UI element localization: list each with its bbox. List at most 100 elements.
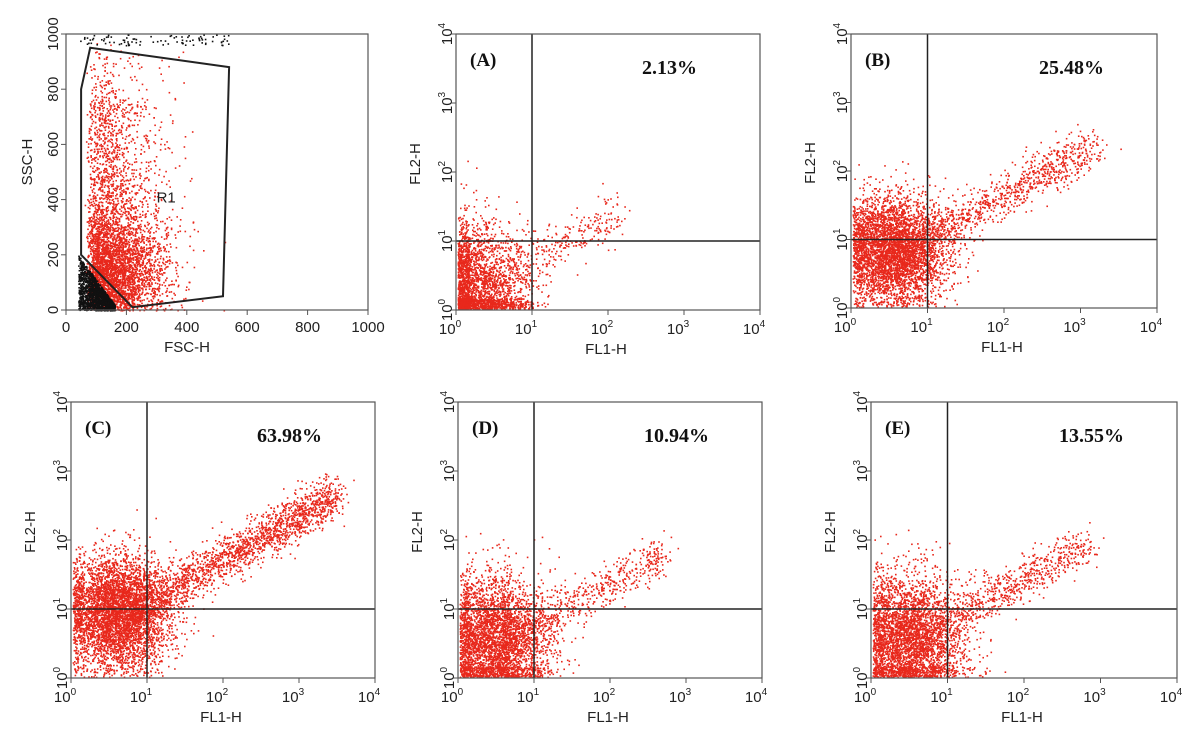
data-point bbox=[153, 298, 155, 300]
data-point bbox=[123, 157, 125, 159]
data-point bbox=[97, 151, 99, 153]
data-point bbox=[88, 200, 90, 202]
data-point bbox=[114, 108, 116, 110]
data-point bbox=[147, 224, 149, 226]
data-point bbox=[104, 155, 106, 157]
data-point bbox=[97, 78, 99, 80]
data-point bbox=[93, 100, 95, 102]
data-point bbox=[122, 137, 124, 139]
data-point bbox=[132, 197, 134, 199]
data-point bbox=[146, 249, 148, 251]
data-point bbox=[140, 115, 142, 117]
data-point bbox=[96, 99, 98, 101]
data-point bbox=[87, 199, 89, 201]
data-point bbox=[185, 298, 187, 300]
data-point bbox=[114, 224, 116, 226]
data-point bbox=[136, 131, 138, 133]
data-point bbox=[119, 104, 121, 106]
data-point bbox=[90, 155, 92, 157]
data-point bbox=[167, 288, 169, 290]
data-point bbox=[126, 236, 128, 238]
flow-cytometry-figure: R10 200 400 600 800 100002004006008001000FSC-… bbox=[0, 0, 1200, 734]
data-point bbox=[119, 196, 121, 198]
data-point bbox=[140, 297, 142, 299]
data-point bbox=[89, 225, 91, 227]
data-point bbox=[159, 251, 161, 253]
data-point bbox=[189, 246, 191, 248]
data-point bbox=[144, 284, 146, 286]
data-point bbox=[106, 180, 108, 182]
data-point bbox=[125, 184, 127, 186]
data-point bbox=[110, 160, 112, 162]
data-point bbox=[136, 161, 138, 163]
data-point bbox=[94, 112, 96, 114]
data-point bbox=[148, 145, 150, 147]
data-point bbox=[112, 224, 114, 226]
data-point bbox=[120, 101, 122, 103]
data-point bbox=[160, 127, 162, 129]
data-point bbox=[107, 108, 109, 110]
data-point bbox=[109, 101, 111, 103]
data-point bbox=[104, 58, 106, 60]
data-point bbox=[165, 171, 167, 173]
data-point bbox=[175, 167, 177, 169]
data-point bbox=[146, 89, 148, 91]
data-point bbox=[129, 57, 131, 59]
data-point bbox=[154, 271, 156, 273]
data-point bbox=[186, 286, 188, 288]
data-point bbox=[106, 81, 108, 83]
data-point bbox=[143, 180, 145, 182]
data-point bbox=[104, 148, 106, 150]
data-point bbox=[143, 249, 145, 251]
data-point bbox=[115, 90, 117, 92]
data-point bbox=[142, 211, 144, 213]
data-point bbox=[177, 231, 179, 233]
data-point bbox=[156, 277, 158, 279]
data-point bbox=[102, 151, 104, 153]
data-point bbox=[92, 190, 94, 192]
data-point bbox=[139, 68, 141, 70]
data-point bbox=[130, 77, 132, 79]
data-point bbox=[102, 92, 104, 94]
data-point bbox=[140, 112, 142, 114]
data-point bbox=[182, 267, 184, 269]
data-point bbox=[162, 221, 164, 223]
data-point bbox=[100, 151, 102, 153]
data-point bbox=[98, 135, 100, 137]
data-point bbox=[119, 144, 121, 146]
chart-panel: R10 200 400 600 800 100002004006008001000FSC-… bbox=[19, 17, 385, 356]
data-point bbox=[110, 219, 112, 221]
data-point bbox=[147, 191, 149, 193]
data-point bbox=[156, 274, 158, 276]
data-point bbox=[121, 237, 123, 239]
data-point bbox=[164, 250, 166, 252]
data-point bbox=[123, 236, 125, 238]
data-point bbox=[115, 135, 117, 137]
data-point bbox=[137, 184, 139, 186]
data-point bbox=[150, 190, 152, 192]
data-point bbox=[91, 77, 93, 79]
data-point bbox=[107, 145, 109, 147]
data-point bbox=[121, 200, 123, 202]
data-point bbox=[181, 305, 183, 307]
data-point bbox=[162, 284, 164, 286]
data-point bbox=[144, 102, 146, 104]
data-point bbox=[171, 152, 173, 154]
data-point bbox=[128, 247, 130, 249]
data-point bbox=[97, 194, 99, 196]
data-point bbox=[108, 81, 110, 83]
data-point bbox=[96, 176, 98, 178]
data-point bbox=[126, 188, 128, 190]
data-point bbox=[91, 217, 93, 219]
data-point bbox=[166, 244, 168, 246]
data-point bbox=[149, 235, 151, 237]
data-point bbox=[121, 110, 123, 112]
data-point bbox=[94, 166, 96, 168]
data-point bbox=[93, 188, 95, 190]
data-point bbox=[132, 56, 134, 58]
data-point bbox=[146, 286, 148, 288]
data-point bbox=[97, 159, 99, 161]
data-point bbox=[146, 168, 148, 170]
data-point bbox=[98, 168, 100, 170]
data-point bbox=[150, 161, 152, 163]
